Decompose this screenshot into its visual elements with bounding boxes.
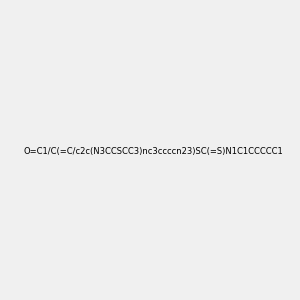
Text: O=C1/C(=C/c2c(N3CCSCC3)nc3ccccn23)SC(=S)N1C1CCCCC1: O=C1/C(=C/c2c(N3CCSCC3)nc3ccccn23)SC(=S)…: [24, 147, 284, 156]
